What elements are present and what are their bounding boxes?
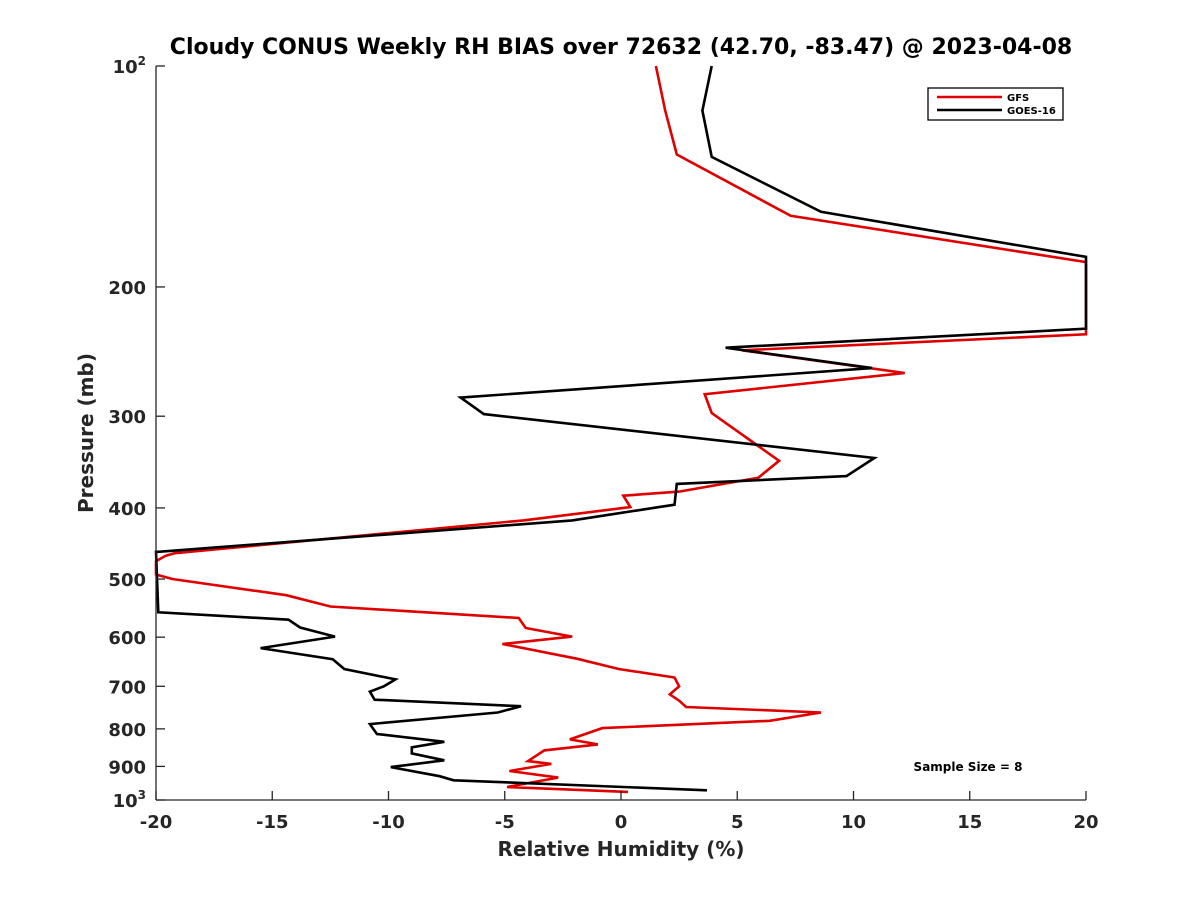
- series-line-goes-16: [154, 65, 1088, 792]
- x-tick-label: 15: [957, 812, 982, 833]
- legend-box: [927, 87, 1064, 121]
- x-tick-label: -5: [495, 812, 515, 833]
- y-tick-label: 600: [108, 628, 146, 649]
- x-tick-label: -10: [372, 812, 405, 833]
- legend-label-goes-16: GOES-16: [1007, 106, 1056, 117]
- y-tick-label: 300: [108, 407, 146, 428]
- y-tick-label: 103: [113, 788, 146, 812]
- x-tick-label: 20: [1073, 812, 1098, 833]
- y-tick-label: 700: [108, 677, 146, 698]
- y-tick-label: 400: [108, 499, 146, 520]
- y-axis-label: Pressure (mb): [74, 353, 98, 513]
- y-tick-label: 800: [108, 720, 146, 741]
- x-axis-label: Relative Humidity (%): [497, 837, 744, 861]
- chart-title: Cloudy CONUS Weekly RH BIAS over 72632 (…: [170, 35, 1072, 60]
- y-tick-label: 500: [108, 570, 146, 591]
- y-tick-label: 900: [108, 757, 146, 778]
- y-tick-label: 200: [108, 278, 146, 299]
- series-line-gfs: [154, 65, 1088, 794]
- axes-layer: -20 -15 -10 -5 0 5 10 15 20 102 200 300 400 500 600 700…: [108, 54, 1098, 833]
- x-tick-label: 0: [615, 812, 628, 833]
- legend-label-gfs: GFS: [1007, 93, 1029, 104]
- x-tick-label: 5: [731, 812, 744, 833]
- x-tick-label: -15: [256, 812, 289, 833]
- legend: GFS GOES-16: [927, 87, 1064, 121]
- sample-size-annotation: Sample Size = 8: [914, 760, 1023, 774]
- y-tick-label: 102: [113, 54, 146, 78]
- x-tick-label: -20: [140, 812, 173, 833]
- series-layer: [154, 65, 1088, 794]
- x-tick-label: 10: [841, 812, 866, 833]
